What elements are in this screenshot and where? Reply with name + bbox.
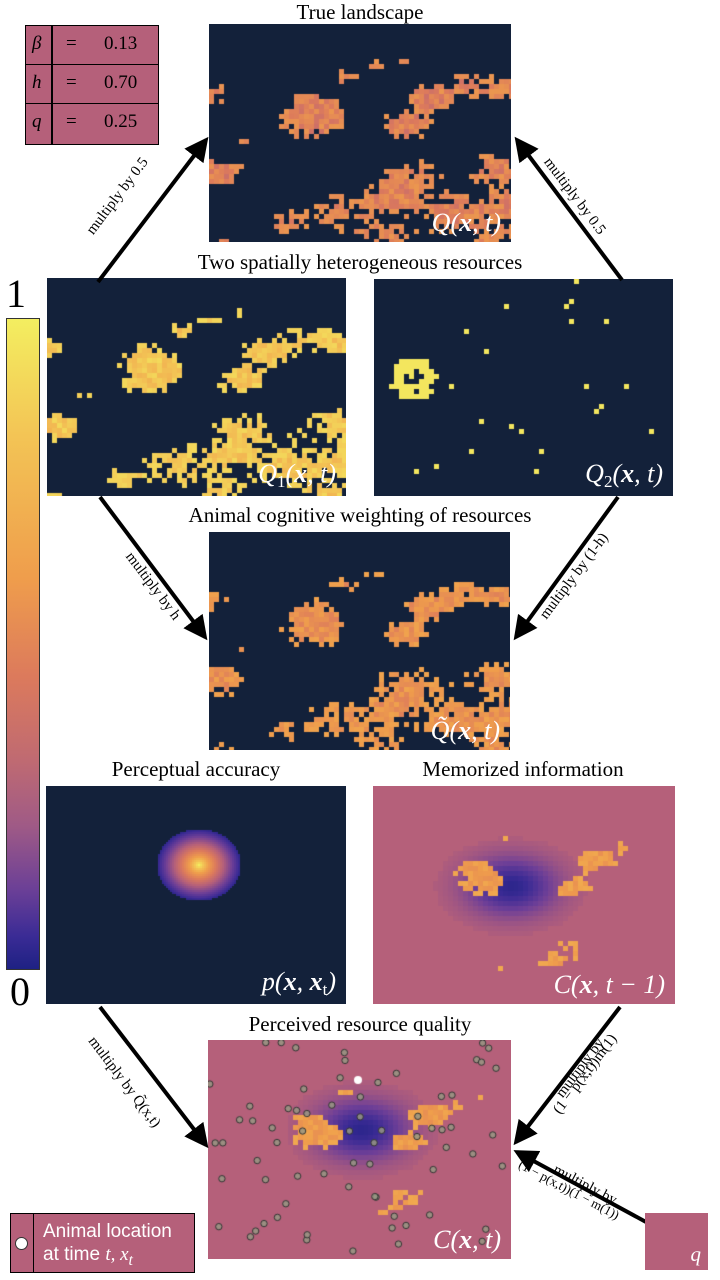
title-true-landscape: True landscape bbox=[296, 0, 424, 24]
label-p: p(x, xt) bbox=[261, 967, 336, 999]
label-C: C(x, t) bbox=[433, 1225, 501, 1254]
panel-memorized: C(x, t − 1) bbox=[373, 786, 675, 1004]
arrow-left-top bbox=[96, 136, 209, 284]
panel-perceptual-accuracy: p(x, xt) bbox=[46, 786, 346, 1004]
title-two-resources: Two spatially heterogeneous resources bbox=[197, 250, 523, 274]
colorbar-min-label: 0 bbox=[10, 969, 30, 1014]
arrow-right-mid bbox=[513, 495, 620, 641]
heatmap-memorized bbox=[373, 786, 675, 1004]
parameter-table: β = 0.13 h = 0.70 q = 0.25 bbox=[25, 25, 159, 145]
q-box: q bbox=[645, 1213, 708, 1270]
heatmap-true-landscape bbox=[209, 24, 511, 242]
panel-true-landscape: Q(x, t) bbox=[209, 24, 511, 242]
arrow-right-bottom bbox=[513, 1005, 622, 1146]
param-row-beta: β = 0.13 bbox=[26, 26, 158, 65]
panel-cognitive-weighting: Q̃(x, t) bbox=[209, 532, 510, 750]
param-row-h: h = 0.70 bbox=[26, 65, 158, 104]
panel-resource-1: Q1(x, t) bbox=[47, 278, 346, 496]
title-perceptual: Perceptual accuracy bbox=[111, 757, 281, 781]
arrow-right-top bbox=[514, 136, 624, 282]
heatmap-perceptual-accuracy bbox=[46, 786, 346, 1004]
heatmap-resource-1 bbox=[47, 278, 346, 496]
heatmap-resource-2 bbox=[374, 279, 673, 496]
label-Q1: Q1(x, t) bbox=[258, 459, 336, 491]
legend-line-2: at time bbox=[43, 1244, 106, 1265]
param-row-q: q = 0.25 bbox=[32, 111, 138, 132]
heatmap-cognitive-weighting bbox=[209, 532, 510, 750]
q-box-label: q bbox=[690, 1242, 702, 1266]
heatmap-perceived-quality bbox=[208, 1040, 511, 1259]
label-Q2: Q2(x, t) bbox=[585, 459, 663, 491]
title-perceived: Perceived resource quality bbox=[248, 1012, 472, 1036]
title-cognitive: Animal cognitive weighting of resources bbox=[188, 503, 532, 527]
title-memorized: Memorized information bbox=[422, 757, 624, 781]
arrow-left-mid bbox=[98, 495, 208, 641]
label-Q: Q(x, t) bbox=[431, 208, 501, 237]
colorbar-max-label: 1 bbox=[6, 271, 26, 316]
label-Qtilde: Q̃(x, t) bbox=[430, 716, 500, 745]
panel-perceived-quality: C(x, t) bbox=[208, 1040, 511, 1259]
animal-location-legend: Animal location at time t, xt bbox=[10, 1213, 195, 1273]
label-C-prev: C(x, t − 1) bbox=[553, 970, 665, 999]
colorbar bbox=[6, 318, 40, 970]
arrow-q bbox=[513, 1150, 647, 1224]
panel-resource-2: Q2(x, t) bbox=[374, 279, 673, 496]
arrow-left-bottom bbox=[98, 1005, 209, 1149]
legend-line-1: Animal location bbox=[43, 1221, 172, 1242]
animal-dot-icon bbox=[15, 1237, 28, 1250]
